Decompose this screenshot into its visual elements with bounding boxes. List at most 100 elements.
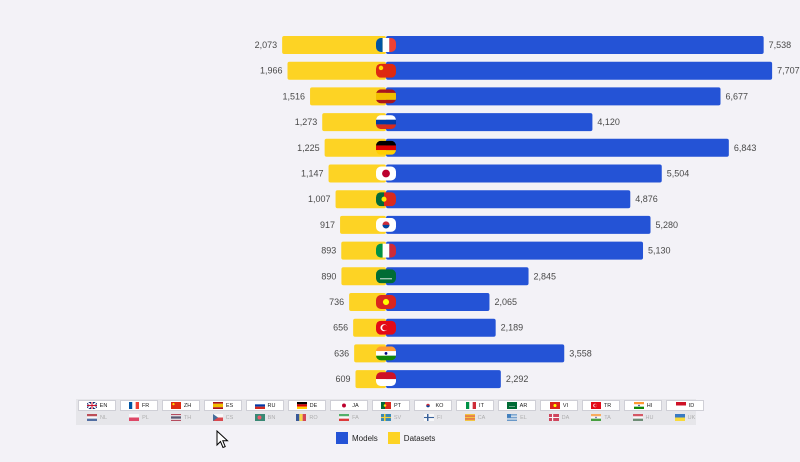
datasets-bar[interactable] [310, 87, 386, 106]
lang-button-ko[interactable]: KO [414, 400, 452, 411]
bar-row-ru: 1,273 4,120 [295, 113, 620, 132]
language-row-primary: EN FR ZH ES RU DE JA PT KO IT AR VI TR HI ID [78, 400, 704, 412]
models-bar[interactable] [386, 215, 651, 234]
legend-label-datasets: Datasets [403, 433, 436, 443]
lang-code-label: ZH [183, 402, 192, 409]
flag-hu-icon [632, 414, 643, 421]
models-bar[interactable] [386, 36, 764, 54]
lang-button-el[interactable]: EL [498, 412, 536, 423]
flag-es-icon [376, 89, 396, 104]
flag-ru-icon [376, 115, 396, 130]
models-bar[interactable] [386, 138, 729, 157]
lang-code-label: HI [646, 402, 653, 409]
models-bar[interactable] [386, 344, 565, 363]
lang-button-de[interactable]: DE [288, 400, 326, 411]
datasets-bar[interactable] [287, 61, 386, 80]
flag-jp-icon [339, 402, 350, 409]
lang-button-vi[interactable]: VI [540, 400, 578, 411]
models-value-label: 5,504 [667, 169, 690, 179]
models-bar[interactable] [386, 87, 721, 106]
lang-button-nl[interactable]: NL [78, 412, 116, 423]
datasets-bar[interactable] [341, 241, 386, 260]
models-value-label: 2,189 [501, 323, 524, 333]
lang-button-id[interactable]: ID [666, 400, 704, 411]
flag-pl-icon [129, 414, 140, 421]
lang-button-ca[interactable]: CA [456, 412, 494, 423]
lang-button-ar[interactable]: AR [498, 400, 536, 411]
lang-button-pt[interactable]: PT [372, 400, 410, 411]
lang-button-da[interactable]: DA [540, 412, 578, 423]
datasets-bar[interactable] [324, 138, 386, 157]
models-swatch [336, 432, 348, 444]
lang-button-ro[interactable]: RO [288, 412, 326, 423]
flag-ca-icon [464, 414, 475, 421]
legend-item-models[interactable]: Models [336, 432, 378, 444]
models-value-label: 7,538 [769, 40, 792, 50]
flag-sa-icon [506, 402, 517, 409]
datasets-value-label: 2,073 [255, 40, 278, 50]
lang-code-label: FR [141, 402, 150, 409]
lang-button-pl[interactable]: PL [120, 412, 158, 423]
datasets-bar[interactable] [328, 164, 386, 183]
flag-hi-icon [376, 346, 396, 361]
datasets-bar[interactable] [282, 36, 386, 54]
flag-cn-icon [170, 402, 181, 409]
lang-button-it[interactable]: IT [456, 400, 494, 411]
flag-id-icon [376, 372, 396, 387]
bar-row-es: 1,516 6,677 [283, 87, 748, 106]
bar-row-ja: 1,147 5,504 [301, 164, 690, 183]
datasets-bar[interactable] [335, 190, 386, 209]
datasets-bar[interactable] [341, 267, 386, 286]
lang-button-th[interactable]: TH [162, 412, 200, 423]
lang-button-tr[interactable]: TR [582, 400, 620, 411]
lang-button-hi[interactable]: HI [624, 400, 662, 411]
models-bar[interactable] [386, 293, 490, 311]
lang-button-fi[interactable]: FI [414, 412, 452, 423]
models-bar[interactable] [386, 267, 529, 286]
models-bar[interactable] [386, 190, 631, 209]
lang-code-label: ES [225, 402, 234, 409]
lang-code-label: EL [520, 414, 527, 421]
lang-code-label: FI [437, 414, 442, 421]
datasets-value-label: 917 [320, 220, 335, 230]
flag-tr-icon [376, 320, 396, 335]
models-bar[interactable] [386, 318, 496, 337]
lang-button-sv[interactable]: SV [372, 412, 410, 423]
legend-item-datasets[interactable]: Datasets [387, 432, 436, 444]
lang-button-hu[interactable]: HU [624, 412, 662, 423]
lang-button-es[interactable]: ES [204, 400, 242, 411]
lang-button-fa[interactable]: FA [330, 412, 368, 423]
lang-button-cs[interactable]: CS [204, 412, 242, 423]
lang-button-ja[interactable]: JA [330, 400, 368, 411]
lang-code-label: AR [519, 402, 528, 409]
flag-it-icon [466, 402, 477, 409]
flag-th-icon [170, 414, 181, 421]
flag-vn-icon [549, 402, 560, 409]
flag-ko-icon [376, 217, 396, 232]
models-bar[interactable] [386, 113, 593, 132]
bar-row-de: 1,225 6,843 [297, 138, 756, 157]
datasets-value-label: 1,147 [301, 169, 324, 179]
lang-button-uk[interactable]: UK [666, 412, 704, 423]
models-bar[interactable] [386, 61, 773, 80]
models-value-label: 4,120 [597, 117, 620, 127]
lang-button-fr[interactable]: FR [120, 400, 158, 411]
flag-vi-icon [376, 295, 396, 309]
lang-button-ta[interactable]: TA [582, 412, 620, 423]
models-bar[interactable] [386, 241, 644, 260]
flag-fi-icon [424, 414, 435, 421]
datasets-bar[interactable] [322, 113, 386, 132]
lang-button-en[interactable]: EN [78, 400, 116, 411]
models-bar[interactable] [386, 164, 662, 183]
models-bar[interactable] [386, 370, 501, 389]
flag-it-icon [376, 243, 396, 258]
models-value-label: 2,845 [534, 271, 557, 281]
lang-button-ru[interactable]: RU [246, 400, 284, 411]
lang-button-zh[interactable]: ZH [162, 400, 200, 411]
lang-code-label: PT [393, 402, 402, 409]
lang-button-bn[interactable]: BN [246, 412, 284, 423]
datasets-bar[interactable] [340, 215, 386, 234]
datasets-value-label: 893 [321, 246, 336, 256]
flag-zh-icon [376, 63, 396, 78]
legend-label-models: Models [352, 433, 378, 443]
